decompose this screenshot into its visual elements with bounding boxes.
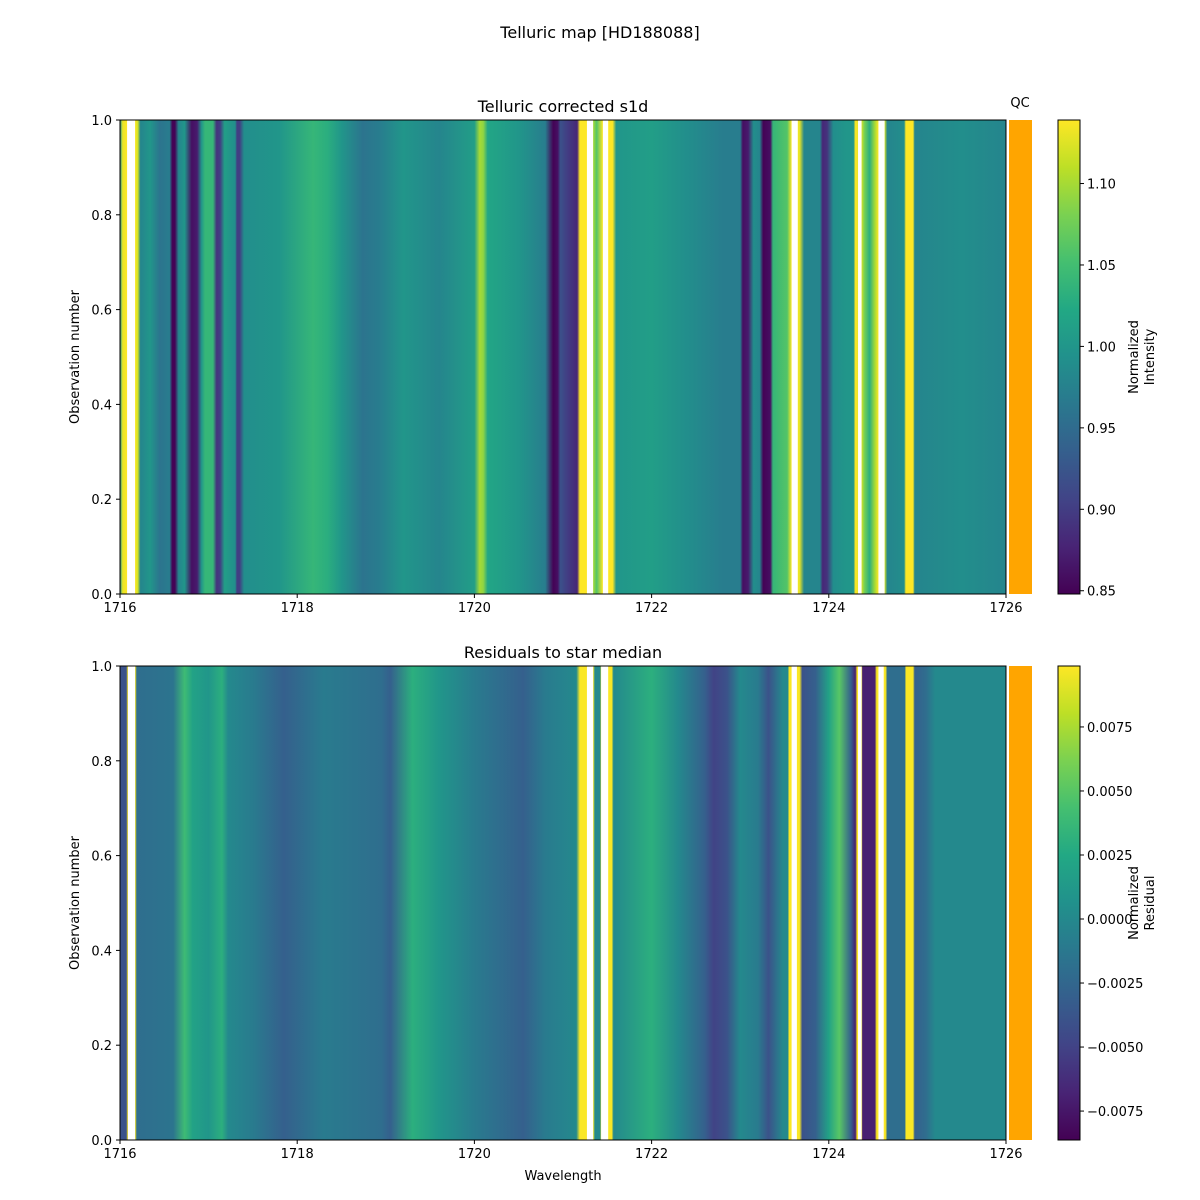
colorbar-label: Residual <box>1143 876 1158 931</box>
x-tick-label: 1716 <box>103 601 136 616</box>
masked-stripe <box>127 120 136 594</box>
masked-stripe <box>586 120 594 594</box>
x-tick-label: 1718 <box>281 1147 314 1162</box>
colorbar <box>1057 119 1081 595</box>
masked-stripe <box>127 666 136 1140</box>
axes-frame <box>119 119 1007 595</box>
x-tick-label: 1722 <box>635 601 668 616</box>
figure-title: Telluric map [HD188088] <box>499 23 699 42</box>
colorbar-tick-label: 1.00 <box>1087 340 1116 355</box>
heatmap-image-2 <box>120 666 1006 1140</box>
y-tick-label: 0.2 <box>91 1039 112 1054</box>
x-tick-label: 1724 <box>812 1147 845 1162</box>
x-tick-label: 1720 <box>458 601 491 616</box>
y-tick-label: 0.4 <box>91 398 112 413</box>
colorbar-label: Intensity <box>1143 328 1158 385</box>
y-tick-label: 0.8 <box>91 209 112 224</box>
masked-stripe <box>791 666 797 1140</box>
colorbar-tick-label: −0.0025 <box>1087 977 1143 992</box>
colorbar-tick-label: −0.0075 <box>1087 1105 1143 1120</box>
qc-label: QC <box>1010 96 1029 111</box>
x-axis-label: Wavelength <box>524 1169 601 1184</box>
y-tick-label: 1.0 <box>91 114 112 129</box>
colorbar-tick-label: 0.85 <box>1087 585 1116 600</box>
colorbar-tick-label: 0.0075 <box>1087 721 1133 736</box>
y-axis-label: Observation number <box>68 289 83 424</box>
colorbar-tick-label: 1.05 <box>1087 259 1116 274</box>
colorbar-tick-label: −0.0050 <box>1087 1041 1143 1056</box>
colorbar-label: Normalized <box>1127 320 1142 394</box>
colorbar-tick-label: 0.95 <box>1087 422 1116 437</box>
y-tick-label: 0.6 <box>91 304 112 319</box>
masked-stripe <box>878 120 885 594</box>
masked-stripe <box>791 120 798 594</box>
qc-bar <box>1009 666 1032 1140</box>
x-tick-label: 1716 <box>103 1147 136 1162</box>
masked-stripe <box>878 666 884 1140</box>
heatmap-image-1 <box>120 120 1006 594</box>
y-tick-label: 0.8 <box>91 755 112 770</box>
x-tick-label: 1718 <box>281 601 314 616</box>
y-tick-label: 0.0 <box>91 588 112 603</box>
y-tick-label: 0.6 <box>91 850 112 865</box>
masked-stripe <box>586 666 594 1140</box>
masked-stripe <box>858 120 862 594</box>
x-tick-label: 1726 <box>989 601 1022 616</box>
colorbar-tick-label: 1.10 <box>1087 178 1116 193</box>
x-tick-label: 1724 <box>812 601 845 616</box>
x-tick-label: 1722 <box>635 1147 668 1162</box>
axes-title: Residuals to star median <box>464 643 662 662</box>
masked-stripe <box>601 666 609 1140</box>
masked-stripe <box>858 666 862 1140</box>
qc-bar <box>1009 120 1032 594</box>
x-tick-label: 1726 <box>989 1147 1022 1162</box>
y-tick-label: 0.0 <box>91 1134 112 1149</box>
y-tick-label: 0.2 <box>91 493 112 508</box>
colorbar-tick-label: 0.0000 <box>1087 913 1133 928</box>
colorbar-tick-label: 0.90 <box>1087 503 1116 518</box>
colorbar <box>1057 665 1081 1141</box>
y-tick-label: 0.4 <box>91 944 112 959</box>
y-axis-label: Observation number <box>68 835 83 970</box>
masked-stripe <box>602 120 609 594</box>
axes-title: Telluric corrected s1d <box>477 97 649 116</box>
colorbar-label: Normalized <box>1127 866 1142 940</box>
x-tick-label: 1720 <box>458 1147 491 1162</box>
colorbar-tick-label: 0.0050 <box>1087 785 1133 800</box>
axes-frame <box>119 665 1007 1141</box>
colorbar-tick-label: 0.0025 <box>1087 849 1133 864</box>
y-tick-label: 1.0 <box>91 660 112 675</box>
